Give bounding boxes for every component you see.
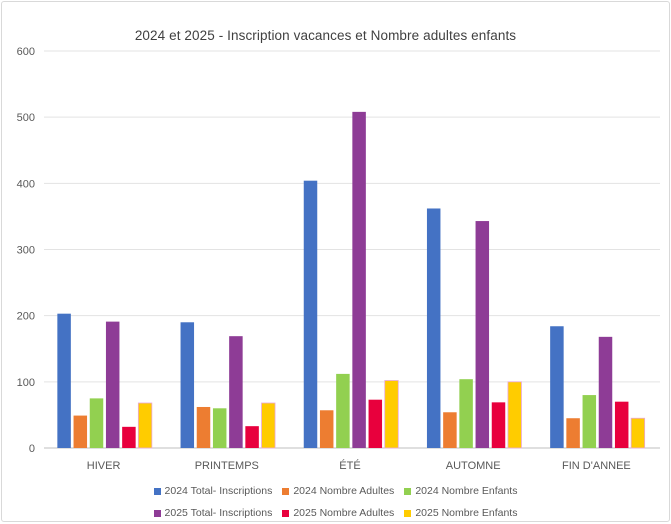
- bar: [630, 417, 646, 449]
- y-axis-ticks: 0 100 200 300 400 500 600: [17, 46, 35, 455]
- bar: [384, 380, 399, 449]
- legend-item: 2024 Total- Inscriptions: [153, 485, 273, 497]
- y-tick-label: 200: [17, 311, 35, 323]
- bar: [196, 406, 211, 448]
- bars: [57, 111, 646, 449]
- bar: [73, 415, 88, 448]
- legend: 2024 Total- Inscriptions 2024 Nombre Adul…: [0, 480, 671, 524]
- bar: [426, 208, 441, 448]
- gridlines: [44, 50, 660, 449]
- chart-title: 2024 et 2025 - Inscription vacances et N…: [134, 28, 517, 43]
- x-tick-label: AUTOMNE: [446, 460, 501, 472]
- legend-item: 2025 Nombre Enfants: [404, 507, 517, 519]
- x-axis-ticks: HIVER PRINTEMPS ÉTÉ AUTOMNE FIN D'ANNEE: [87, 459, 631, 472]
- legend-label: 2024 Nombre Adultes: [293, 485, 395, 497]
- legend-swatch: [404, 487, 412, 495]
- bar: [507, 381, 522, 449]
- bar: [550, 326, 564, 448]
- bar: [614, 401, 629, 448]
- bar: [443, 412, 457, 448]
- bar: [582, 395, 597, 448]
- legend-item: 2024 Nombre Adultes: [282, 485, 394, 497]
- bar: [459, 379, 473, 448]
- legend-label: 2024 Nombre Enfants: [415, 485, 518, 497]
- bar: [475, 221, 490, 448]
- legend-row: 2024 Total- Inscriptions 2024 Nombre Adul…: [0, 480, 671, 502]
- legend-swatch: [282, 487, 290, 495]
- bar: [57, 313, 71, 448]
- bar: [566, 418, 580, 448]
- legend-label: 2025 Nombre Enfants: [415, 507, 518, 519]
- legend-label: 2025 Nombre Adultes: [293, 507, 395, 519]
- legend-swatch: [404, 509, 412, 517]
- legend-label: 2024 Total- Inscriptions: [164, 485, 273, 497]
- legend-row: 2025 Total- Inscriptions 2025 Nombre Adul…: [0, 502, 671, 524]
- y-tick-label: 600: [17, 46, 35, 58]
- x-tick-label: HIVER: [87, 460, 121, 472]
- bar: [122, 426, 136, 448]
- bar: [368, 399, 383, 448]
- y-tick-label: 400: [17, 178, 35, 190]
- bar: [491, 402, 506, 448]
- bar: [180, 322, 195, 448]
- bar: [245, 426, 259, 448]
- y-tick-label: 100: [17, 377, 35, 389]
- legend-swatch: [282, 509, 290, 517]
- x-tick-label: FIN D'ANNEE: [562, 460, 631, 472]
- bar-chart: 0 100 200 300 400 500 600 HIVER PRINTEMPS ÉTÉ AUT…: [17, 46, 660, 472]
- x-tick-label: ÉTÉ: [339, 459, 360, 472]
- bar: [261, 402, 276, 449]
- bar: [89, 398, 104, 449]
- x-tick-label: PRINTEMPS: [195, 460, 259, 472]
- legend-swatch: [153, 509, 161, 517]
- legend-label: 2025 Total- Inscriptions: [164, 507, 273, 519]
- y-tick-label: 300: [17, 245, 35, 257]
- y-tick-label: 500: [17, 112, 35, 124]
- bar: [212, 408, 227, 448]
- bar: [303, 180, 318, 448]
- y-tick-label: 0: [29, 443, 35, 455]
- legend-item: 2024 Nombre Enfants: [404, 485, 517, 497]
- bar: [352, 111, 366, 449]
- bar: [336, 373, 350, 448]
- bar: [229, 336, 243, 448]
- legend-item: 2025 Nombre Adultes: [282, 507, 394, 519]
- bar: [598, 336, 613, 448]
- legend-item: 2025 Total- Inscriptions: [153, 507, 273, 519]
- legend-swatch: [153, 487, 161, 495]
- bar: [137, 402, 153, 449]
- bar: [105, 321, 120, 448]
- bar: [319, 410, 334, 448]
